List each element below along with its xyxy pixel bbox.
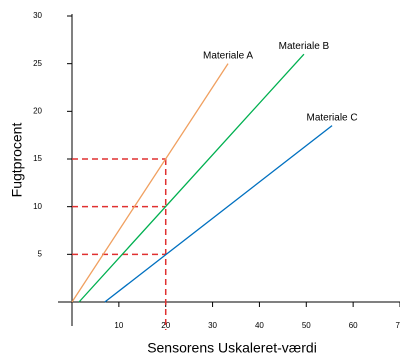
y-axis-title: Fugtprocent xyxy=(9,123,25,198)
y-tick-label: 20 xyxy=(33,106,42,115)
line xyxy=(71,63,229,303)
series-label: Materiale A xyxy=(203,50,253,61)
x-tick-label: 50 xyxy=(302,321,311,330)
line xyxy=(104,125,333,303)
x-tick-label: 20 xyxy=(161,321,170,330)
y-tick-label: 15 xyxy=(33,154,42,163)
x-tick-label: 60 xyxy=(349,321,358,330)
x-tick-label: 30 xyxy=(208,321,217,330)
line xyxy=(78,53,305,303)
series-label: Materiale C xyxy=(306,112,357,123)
series-label: Materiale B xyxy=(279,41,330,52)
x-axis-title: Sensorens Uskaleret-værdi xyxy=(147,340,317,356)
x-tick-label: 40 xyxy=(255,321,264,330)
y-tick-label: 5 xyxy=(38,249,43,258)
y-tick-label: 30 xyxy=(33,11,42,20)
x-tick-label: 10 xyxy=(114,321,123,330)
y-tick-label: 25 xyxy=(33,59,42,68)
x-tick-label: 70 xyxy=(396,321,400,330)
y-tick-label: 10 xyxy=(33,202,42,211)
